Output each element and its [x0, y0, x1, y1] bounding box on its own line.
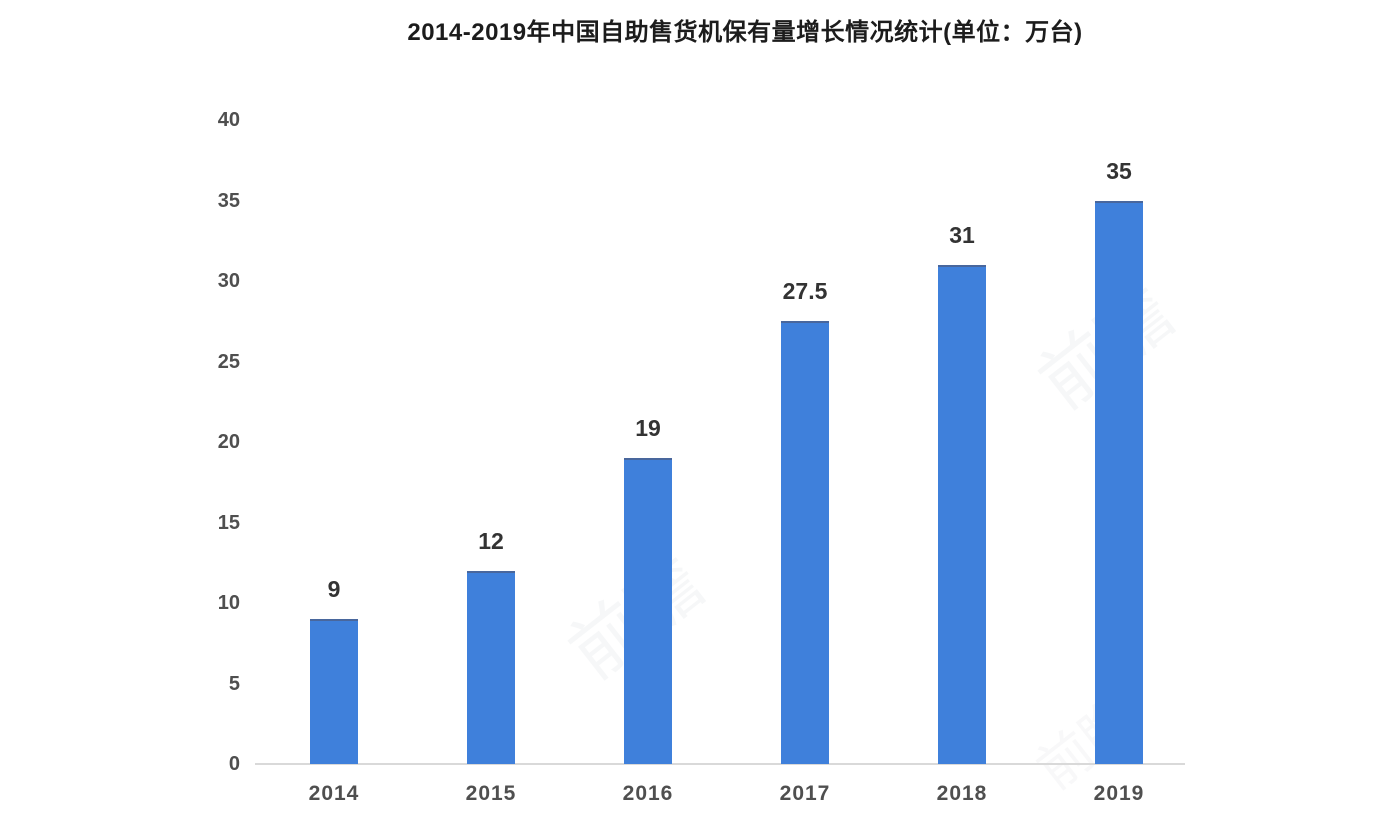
value-label-2019: 35: [1106, 157, 1132, 184]
y-axis-tick-label-15: 15: [217, 511, 240, 534]
x-axis-label-2017: 2017: [779, 782, 831, 805]
bar-2018: [938, 264, 986, 764]
chart-title: 2014-2019年中国自助售货机保有量增长情况统计(单位：万台): [407, 19, 1083, 46]
y-axis-tick-label-40: 40: [217, 109, 240, 131]
bar-2014: [310, 619, 358, 764]
y-axis-tick-label-0: 0: [228, 753, 240, 775]
x-axis-label-2018: 2018: [936, 782, 988, 805]
x-axis-label-2019: 2019: [1093, 782, 1145, 805]
y-axis-tick-label-20: 20: [217, 431, 240, 453]
plot-area: 0 5 10 15 20 25 30 35 40 9 2014 12 2015 19 2016 27.5 201…: [218, 109, 1185, 805]
y-axis-tick-label-10: 10: [217, 592, 240, 614]
x-axis-label-2014: 2014: [308, 782, 360, 805]
bar-2015: [467, 570, 515, 764]
value-label-2018: 31: [949, 221, 975, 248]
y-axis-tick-label-30: 30: [217, 270, 240, 292]
y-axis-tick-label-35: 35: [217, 189, 240, 212]
bar-2017: [781, 321, 829, 764]
bar-2016: [624, 458, 672, 764]
y-axis-tick-label-25: 25: [217, 350, 240, 373]
value-label-2014: 9: [327, 576, 341, 603]
x-axis-label-2016: 2016: [622, 782, 674, 805]
value-label-2017: 27.5: [782, 278, 828, 305]
x-axis-line: [255, 763, 1185, 765]
bar-2019: [1095, 200, 1143, 764]
value-label-2016: 19: [635, 415, 661, 442]
value-label-2015: 12: [478, 527, 504, 554]
y-axis-tick-label-5: 5: [228, 672, 240, 695]
x-axis-label-2015: 2015: [465, 782, 517, 805]
